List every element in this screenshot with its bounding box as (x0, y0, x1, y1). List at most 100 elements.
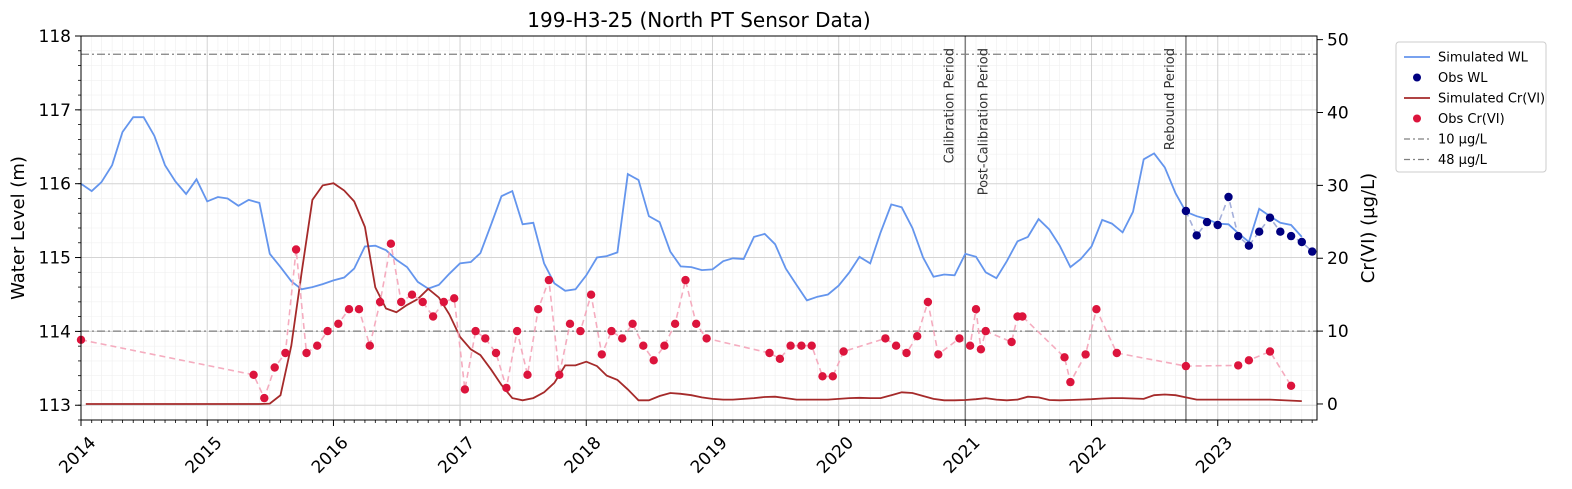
series-point-3 (1060, 353, 1069, 362)
x-tick-label: 2021 (940, 433, 985, 478)
x-tick-label: 2019 (687, 433, 732, 478)
legend: Simulated WL Obs WL Simulated Cr(VI) Obs Cr… (1395, 41, 1547, 173)
series-point-3 (249, 370, 258, 379)
axes-layer: 2014 2015 2016 2017 2018 2019 2020 2021 2022 2023… (39, 27, 1349, 478)
series-point-3 (270, 363, 279, 372)
series-point-1 (1244, 241, 1254, 250)
x-tick-label: 2022 (1066, 433, 1111, 478)
series-point-3 (1244, 356, 1254, 365)
series-point-3 (765, 348, 774, 358)
series-line-0 (80, 116, 1303, 302)
series-point-3 (460, 385, 470, 394)
y-right-tick-label: 40 (1327, 104, 1349, 124)
legend-label: Obs WL (1438, 71, 1488, 86)
series-point-3 (839, 347, 848, 356)
series-point-3 (260, 393, 269, 403)
series-point-3 (291, 245, 301, 254)
series-point-3 (618, 334, 627, 343)
series-point-3 (976, 345, 986, 354)
y-left-tick-label: 117 (39, 101, 71, 121)
series-point-3 (881, 334, 890, 343)
series-point-3 (1265, 347, 1275, 356)
x-tick-label: 2014 (55, 433, 100, 478)
legend-label: 10 µg/L (1438, 133, 1488, 148)
x-tick-label: 2020 (813, 433, 858, 478)
series-point-3 (1112, 348, 1122, 358)
series-point-3 (934, 350, 943, 359)
series-point-3 (418, 297, 427, 307)
series-point-3 (512, 326, 522, 336)
series-point-3 (649, 356, 658, 365)
series-point-3 (407, 290, 417, 299)
series-point-3 (891, 341, 901, 350)
legend-label: Simulated Cr(VI) (1438, 92, 1545, 107)
legend-box (1395, 41, 1547, 173)
chart-title: 199-H3-25 (North PT Sensor Data) (527, 8, 870, 32)
x-tick-label: 2017 (434, 433, 479, 478)
series-point-1 (1308, 247, 1317, 256)
y-left-tick-label: 114 (39, 322, 71, 342)
series-point-3 (313, 341, 322, 350)
period-label: Rebound Period (1163, 48, 1178, 150)
series-point-1 (1286, 231, 1296, 241)
series-point-3 (828, 372, 837, 381)
series-point-3 (576, 326, 585, 336)
series-point-1 (1255, 227, 1264, 236)
legend-swatch-marker (1413, 114, 1421, 123)
y-right-tick-label: 30 (1327, 176, 1349, 196)
series-point-3 (628, 319, 637, 328)
y-axis-right-title: Cr(VI) (µg/L) (1358, 173, 1379, 283)
series-point-3 (1018, 312, 1027, 321)
series-point-3 (565, 319, 575, 328)
y-left-tick-label: 118 (39, 27, 71, 47)
legend-label: 48 µg/L (1438, 153, 1488, 168)
series-point-3 (597, 350, 606, 359)
series-point-3 (302, 348, 311, 358)
series-point-3 (439, 297, 448, 307)
series-point-3 (450, 294, 459, 303)
series-point-3 (965, 341, 975, 350)
series-point-3 (334, 319, 343, 328)
series-point-3 (491, 348, 501, 358)
series-point-3 (1286, 381, 1296, 390)
series-point-3 (807, 341, 816, 350)
period-label: Calibration Period (942, 48, 957, 163)
series-point-3 (786, 341, 795, 350)
grid-layer (80, 35, 1317, 421)
series-point-3 (281, 348, 290, 358)
series-point-3 (344, 305, 354, 314)
series-point-3 (702, 334, 711, 343)
series-point-3 (428, 312, 438, 321)
series-point-3 (902, 348, 911, 358)
y-right-tick-label: 10 (1327, 322, 1349, 342)
series-point-3 (555, 370, 564, 379)
series-point-3 (681, 275, 690, 285)
series-point-3 (775, 354, 785, 363)
y-right-tick-label: 50 (1327, 31, 1349, 51)
series-line-2 (85, 182, 1302, 405)
series-point-1 (1202, 217, 1212, 227)
series-layer (76, 116, 1317, 405)
x-tick-label: 2018 (561, 433, 606, 478)
series-point-3 (692, 319, 701, 328)
series-point-3 (670, 319, 680, 328)
series-point-3 (1092, 305, 1101, 314)
series-point-3 (534, 305, 543, 314)
y-left-tick-label: 113 (39, 396, 71, 416)
series-point-3 (607, 326, 616, 336)
series-point-1 (1234, 231, 1243, 241)
period-label: Post-Calibration Period (976, 48, 991, 195)
series-point-3 (397, 297, 406, 307)
series-point-3 (1066, 377, 1075, 387)
series-point-3 (544, 275, 554, 285)
series-point-3 (1181, 361, 1191, 371)
series-point-1 (1224, 192, 1233, 202)
series-point-1 (1265, 213, 1275, 222)
series-point-3 (923, 297, 933, 307)
series-point-1 (1213, 220, 1222, 230)
series-point-3 (354, 305, 364, 314)
series-point-3 (481, 334, 490, 343)
x-tick-label: 2016 (308, 433, 353, 478)
series-point-3 (913, 332, 922, 341)
legend-label: Simulated WL (1438, 51, 1529, 66)
